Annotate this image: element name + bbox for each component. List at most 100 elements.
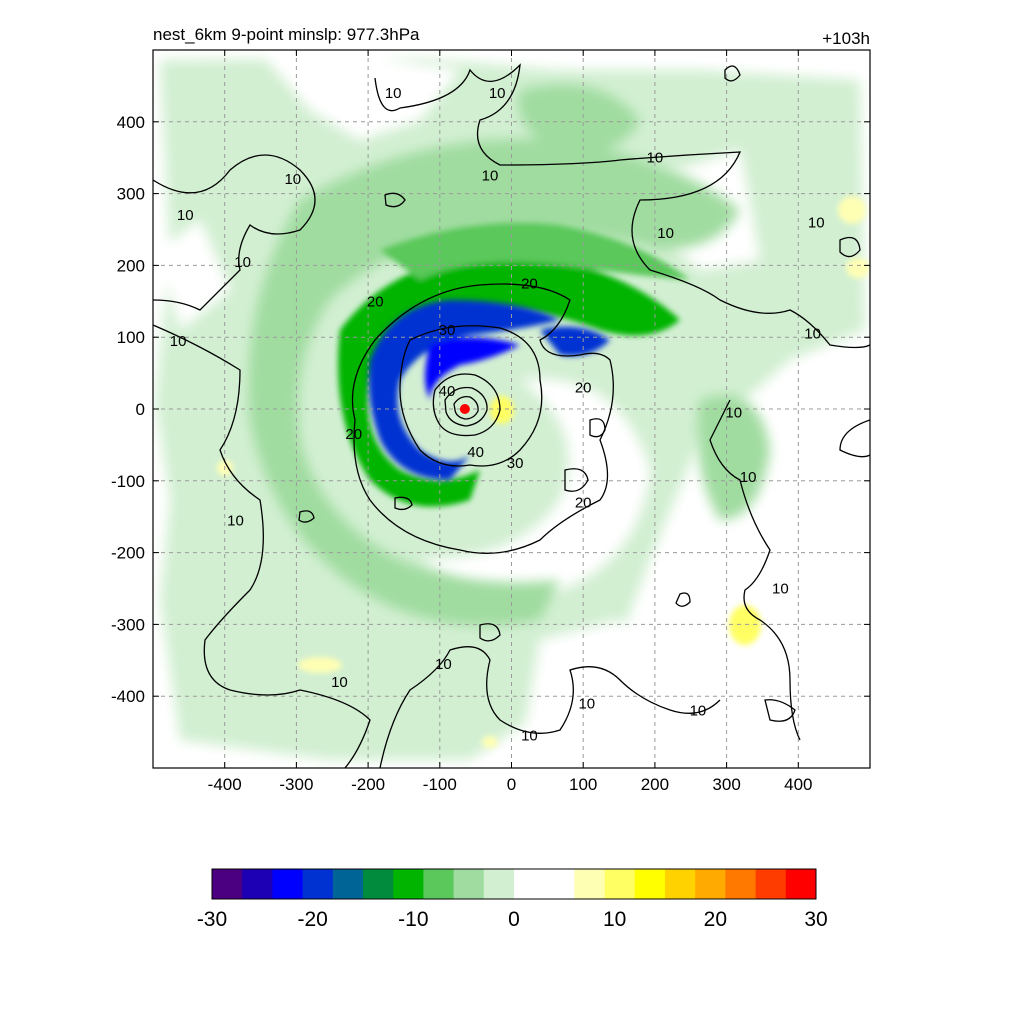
contour-label: 10 (690, 703, 707, 720)
colorbar-swatch (453, 869, 485, 899)
colorbar-swatch (423, 869, 455, 899)
contour-label: 10 (234, 254, 251, 271)
colorbar-labels: -30 -20 -10 0 10 20 30 (197, 908, 828, 931)
contour-label: 10 (808, 214, 825, 231)
x-tick-label: 400 (784, 775, 812, 794)
contour-40 (432, 373, 501, 437)
contour-label: 10 (331, 674, 348, 691)
contour-small-4 (298, 510, 315, 523)
y-tick-label: -200 (111, 544, 145, 563)
x-tick-label: 300 (712, 775, 740, 794)
contour-label: 10 (647, 150, 664, 167)
colorbar-swatch (604, 869, 636, 899)
contour-label: 10 (725, 405, 742, 422)
contour-small-9 (724, 65, 741, 82)
colorbar-swatch (393, 869, 424, 899)
contour-label: 10 (170, 333, 187, 350)
x-tick-label: -200 (351, 775, 385, 794)
contour-label: 10 (740, 469, 757, 486)
colorbar-tick-label: 20 (704, 908, 727, 931)
contour-10-south (379, 646, 721, 768)
colorbar-tick-label: -10 (398, 908, 428, 931)
colorbar-swatch (725, 869, 757, 899)
shaded-field (155, 50, 870, 760)
colorbar-swatch (302, 869, 334, 899)
contour-small-6 (479, 623, 501, 642)
shading-blue (368, 300, 610, 480)
y-tick-label: 300 (117, 185, 145, 204)
contour-label: 10 (578, 695, 595, 712)
contour-label: 20 (575, 379, 592, 396)
contour-label: 10 (284, 171, 301, 188)
contour-eye-2 (453, 396, 479, 420)
contour-small-10 (839, 236, 861, 258)
chart-title: nest_6km 9-point minslp: 977.3hPa (153, 25, 420, 44)
contour-label: 10 (489, 85, 506, 102)
contour-label: 40 (439, 383, 456, 400)
y-tick-label: 0 (136, 400, 145, 419)
plot-area: 10 10 10 10 10 10 10 10 10 10 10 10 10 10 10 10 10 10 10 10… (152, 49, 871, 769)
contour-small-3 (394, 496, 413, 511)
colorbar-swatch (483, 869, 515, 899)
x-axis: -400 -300 -200 -100 0 100 200 300 400 (208, 50, 812, 794)
colorbar-swatch (695, 869, 726, 899)
contour-label: 30 (507, 455, 524, 472)
storm-center-marker (459, 404, 470, 414)
x-tick-label: -100 (423, 775, 457, 794)
colorbar-swatch (514, 869, 545, 899)
colorbar-tick-label: -30 (197, 908, 227, 931)
contour-label: 10 (521, 728, 538, 745)
contour-small-5 (675, 592, 691, 607)
contour-eye-1 (444, 386, 488, 427)
contour-20 (351, 283, 614, 554)
contour-small-1 (589, 418, 606, 438)
y-tick-label: -100 (111, 472, 145, 491)
contour-label: 10 (482, 168, 499, 185)
y-tick-label: -300 (111, 615, 145, 634)
contour-label: 10 (385, 85, 402, 102)
y-tick-label: 400 (117, 113, 145, 132)
contour-lines (153, 63, 870, 768)
colorbar-swatch (755, 869, 787, 899)
contour-small-8 (384, 192, 406, 208)
contour-label: 40 (467, 444, 484, 461)
y-tick-label: 200 (117, 256, 145, 275)
colorbar-swatch (272, 869, 304, 899)
colorbar-swatch (634, 869, 666, 899)
contour-label: 10 (227, 512, 244, 529)
y-tick-label: -400 (111, 687, 145, 706)
contour-labels: 10 10 10 10 10 10 10 10 10 10 10 10 10 10 10 10 10 10 10 10… (170, 85, 825, 745)
contour-label: 30 (439, 322, 456, 339)
contour-10-east (709, 399, 870, 741)
contour-small-2 (564, 468, 589, 492)
colorbar-swatch (242, 869, 273, 899)
contour-label: 10 (657, 225, 674, 242)
colorbar-tick-label: 30 (804, 908, 827, 931)
colorbar-tick-label: -20 (297, 908, 327, 931)
colorbar-swatch (665, 869, 696, 899)
colorbar: -30 -20 -10 0 10 20 30 (197, 868, 828, 931)
contour-label: 10 (177, 207, 194, 224)
colorbar-frame (211, 868, 817, 900)
contour-10-outer (374, 63, 870, 349)
colorbar-tick-label: 10 (603, 908, 626, 931)
y-tick-label: 100 (117, 328, 145, 347)
colorbar-swatch (785, 869, 817, 899)
contour-label: 10 (435, 656, 452, 673)
contour-label: 20 (575, 494, 592, 511)
colorbar-swatch (544, 869, 575, 899)
contour-small-7 (764, 699, 796, 722)
forecast-hour: +103h (822, 29, 870, 48)
x-tick-label: 0 (507, 775, 516, 794)
colorbar-swatches (212, 869, 817, 899)
colorbar-swatch (574, 869, 606, 899)
shading-mid-green (248, 84, 770, 626)
contour-label: 10 (772, 581, 789, 598)
colorbar-swatch (332, 869, 364, 899)
contour-30 (399, 325, 543, 467)
contour-label: 20 (345, 426, 362, 443)
contour-10-southwest (153, 324, 371, 768)
colorbar-swatch (363, 869, 394, 899)
x-tick-label: -300 (279, 775, 313, 794)
